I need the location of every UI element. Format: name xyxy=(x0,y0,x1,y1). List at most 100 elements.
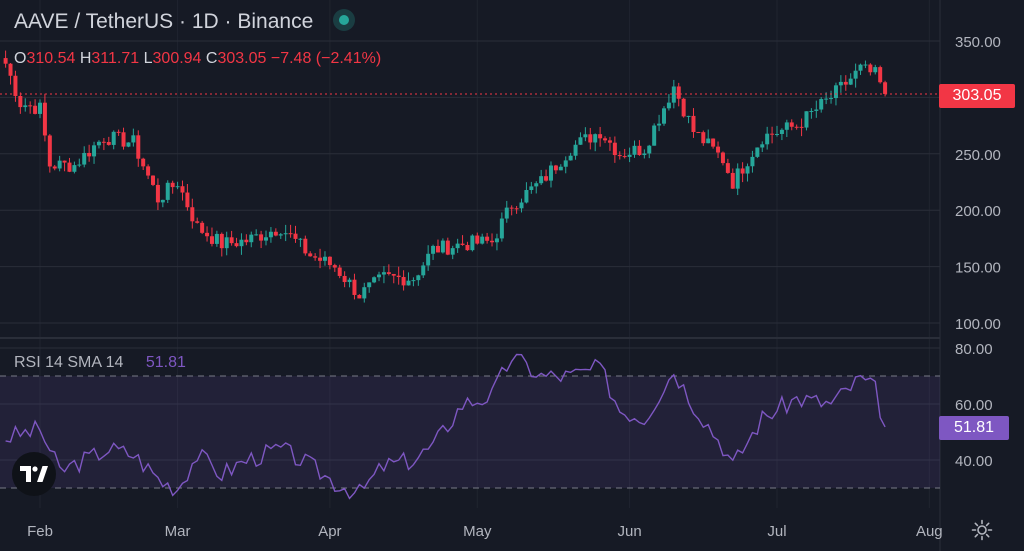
rsi-axis-ticks: 80.00 60.00 40.00 xyxy=(955,341,993,470)
candle-body xyxy=(185,192,190,208)
candle-body xyxy=(593,134,598,143)
candle-body xyxy=(470,235,475,251)
candle-body xyxy=(883,82,888,94)
candle-body xyxy=(716,146,721,153)
candle-body xyxy=(209,236,214,244)
open-label: O xyxy=(14,50,27,67)
candle-body xyxy=(391,273,396,276)
candle-body xyxy=(824,98,829,100)
open-value: 310.54 xyxy=(26,50,76,67)
candle-body xyxy=(28,105,33,107)
candle-body xyxy=(426,253,431,266)
candle-body xyxy=(627,154,632,157)
candle-body xyxy=(701,132,706,144)
candle-body xyxy=(539,176,544,184)
candle-body xyxy=(180,186,185,193)
candle-body xyxy=(706,138,711,144)
candle-body xyxy=(740,168,745,174)
last-price-badge: 303.05 xyxy=(939,84,1015,108)
candle-body xyxy=(170,182,175,188)
candle-body xyxy=(13,75,18,96)
candle-body xyxy=(814,109,819,111)
price-tick-label: 200.00 xyxy=(955,203,1001,220)
candle-body xyxy=(494,238,499,243)
candle-body xyxy=(239,239,244,247)
candle-body xyxy=(789,122,794,127)
candle-body xyxy=(435,245,440,253)
time-tick-label: Apr xyxy=(318,523,341,540)
candle-body xyxy=(622,156,627,158)
gear-icon[interactable] xyxy=(971,519,993,541)
candle-body xyxy=(657,123,662,126)
candle-body xyxy=(131,135,136,143)
rsi-label: RSI xyxy=(14,354,41,371)
symbol-separator: / xyxy=(74,10,81,33)
candle-body xyxy=(868,64,873,73)
candle-body xyxy=(288,233,293,235)
time-tick-label: May xyxy=(463,523,492,540)
candle-body xyxy=(544,176,549,181)
candle-body xyxy=(298,238,303,240)
rsi-grid xyxy=(0,347,940,461)
candle-body xyxy=(770,133,775,135)
candle-body xyxy=(647,145,652,154)
change-value: −7.48 (−2.41%) xyxy=(270,50,382,67)
candle-body xyxy=(57,160,62,169)
candle-body xyxy=(509,207,514,209)
candle-body xyxy=(450,248,455,255)
candle-body xyxy=(519,202,524,209)
candle-body xyxy=(553,165,558,171)
candle-body xyxy=(38,102,42,114)
candle-body xyxy=(200,222,205,233)
candle-body xyxy=(357,294,362,299)
candle-body xyxy=(111,131,116,145)
candle-body xyxy=(175,186,180,188)
candle-body xyxy=(878,67,883,83)
rsi-params: 14 SMA 14 xyxy=(45,354,124,371)
candle-body xyxy=(755,147,760,157)
candle-body xyxy=(745,166,750,174)
candle-body xyxy=(3,58,8,64)
tradingview-logo-icon[interactable] xyxy=(12,452,56,496)
candle-body xyxy=(863,64,868,66)
rsi-tick-label: 80.00 xyxy=(955,341,993,358)
time-tick-label: Mar xyxy=(165,523,191,540)
candle-body xyxy=(116,131,121,133)
candle-body xyxy=(504,207,509,219)
candle-body xyxy=(829,98,834,100)
interval-label[interactable]: · 1D · xyxy=(179,10,232,33)
price-grid xyxy=(0,40,940,324)
candle-body xyxy=(332,265,337,268)
candle-body xyxy=(313,256,318,258)
candle-body xyxy=(799,126,804,128)
rsi-value-badge: 51.81 xyxy=(939,416,1009,440)
quote-name: TetherUS xyxy=(85,10,174,33)
candle-body xyxy=(607,140,612,143)
rsi-legend[interactable]: RSI 14 SMA 14 51.81 xyxy=(14,354,186,372)
candle-body xyxy=(234,243,239,247)
candle-body xyxy=(460,243,465,245)
candle-body xyxy=(612,142,617,156)
candle-body xyxy=(23,105,28,108)
candle-body xyxy=(244,239,249,243)
candle-body xyxy=(77,164,82,166)
candle-body xyxy=(514,208,519,210)
rsi-tick-label: 60.00 xyxy=(955,397,993,414)
candle-body xyxy=(82,152,87,165)
candle-body xyxy=(155,184,160,203)
candle-body xyxy=(833,85,838,99)
candle-body xyxy=(362,287,367,299)
candle-body xyxy=(603,138,608,141)
candle-body xyxy=(765,133,770,145)
high-value: 311.71 xyxy=(91,50,140,67)
candle-body xyxy=(760,144,765,148)
candle-body xyxy=(67,162,72,172)
exchange-name: Binance xyxy=(237,10,314,33)
candle-body xyxy=(121,132,126,147)
symbol-name[interactable]: AAVE xyxy=(14,10,69,33)
candle-body xyxy=(711,138,716,147)
candle-body xyxy=(529,186,534,191)
candle-body xyxy=(583,134,588,138)
